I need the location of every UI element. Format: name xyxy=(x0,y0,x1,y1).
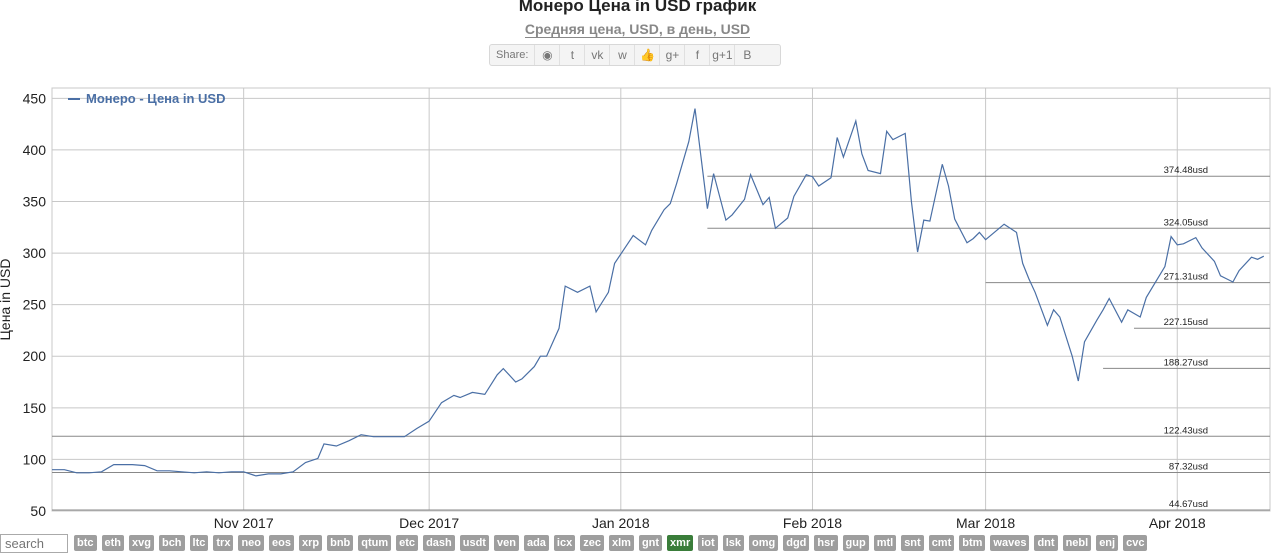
chart-title: Монеро Цена in USD график xyxy=(518,0,757,15)
reference-line-label: 122.43usd xyxy=(1164,425,1208,436)
coin-chip-icx[interactable]: icx xyxy=(553,535,576,551)
like-icon[interactable]: 👍 xyxy=(634,45,659,65)
reference-line-label: 188.27usd xyxy=(1164,357,1208,368)
reference-line-label: 271.31usd xyxy=(1164,272,1208,283)
weibo-icon[interactable]: w xyxy=(609,45,634,65)
plot-area xyxy=(51,87,1271,512)
reference-line-label: 87.32usd xyxy=(1169,461,1208,472)
coin-chip-dgd[interactable]: dgd xyxy=(783,535,810,551)
google-plus-icon[interactable]: g+ xyxy=(659,45,684,65)
x-tick-label: Dec 2017 xyxy=(399,515,459,529)
coin-chip-snt[interactable]: snt xyxy=(901,535,924,551)
coin-chip-ada[interactable]: ada xyxy=(523,535,549,551)
reference-line-label: 374.48usd xyxy=(1164,165,1208,176)
blogger-icon[interactable]: B xyxy=(734,45,759,65)
legend-label[interactable]: Монеро - Цена in USD xyxy=(86,91,225,106)
coin-chip-lsk[interactable]: lsk xyxy=(722,535,744,551)
coin-chip-eth[interactable]: eth xyxy=(101,535,124,551)
coin-chip-xlm[interactable]: xlm xyxy=(608,535,634,551)
coin-chip-mtl[interactable]: mtl xyxy=(873,535,897,551)
y-tick-label: 400 xyxy=(23,142,47,158)
coin-chip-omg[interactable]: omg xyxy=(748,535,779,551)
coin-chip-xvg[interactable]: xvg xyxy=(129,535,154,551)
google-plus-one-icon[interactable]: g+1 xyxy=(709,45,734,65)
reference-line-label: 324.05usd xyxy=(1164,217,1208,228)
x-tick-label: Nov 2017 xyxy=(214,515,274,529)
coin-chip-trx[interactable]: trx xyxy=(213,535,234,551)
y-tick-label: 50 xyxy=(30,503,46,519)
coin-chip-neo[interactable]: neo xyxy=(238,535,264,551)
coin-chip-ven[interactable]: ven xyxy=(493,535,519,551)
subtitle-link[interactable]: Средняя цена, USD, в день, USD xyxy=(524,21,751,38)
coin-chip-dash[interactable]: dash xyxy=(423,535,455,551)
y-tick-label: 150 xyxy=(23,400,47,416)
twitter-icon[interactable]: t xyxy=(559,45,584,65)
y-tick-label: 100 xyxy=(23,451,47,467)
x-tick-label: Mar 2018 xyxy=(956,515,1015,529)
coin-chip-gnt[interactable]: gnt xyxy=(638,535,663,551)
reference-line-label: 44.67usd xyxy=(1169,499,1208,510)
coin-chip-bch[interactable]: bch xyxy=(158,535,185,551)
series-line xyxy=(52,108,1265,477)
coin-chip-nebl[interactable]: nebl xyxy=(1062,535,1092,551)
share-bar: Share: ◉ t vk w 👍 g+ f g+1 B xyxy=(489,44,781,66)
y-tick-label: 200 xyxy=(23,348,47,364)
reddit-icon[interactable]: ◉ xyxy=(534,45,559,65)
chart-subtitle[interactable]: Средняя цена, USD, в день, USD xyxy=(0,21,1275,38)
x-tick-label: Jan 2018 xyxy=(592,515,650,529)
share-label: Share: xyxy=(496,49,529,61)
coin-chip-btm[interactable]: btm xyxy=(959,535,986,551)
y-tick-label: 250 xyxy=(23,297,47,313)
y-axis-label: Цена in USD xyxy=(0,259,13,341)
y-tick-label: 350 xyxy=(23,193,47,209)
coin-chip-cmt[interactable]: cmt xyxy=(928,535,955,551)
coin-chip-hsr[interactable]: hsr xyxy=(814,535,838,551)
y-tick-label: 450 xyxy=(23,90,47,106)
x-tick-label: Feb 2018 xyxy=(783,515,842,529)
coin-chip-bnb[interactable]: bnb xyxy=(327,535,354,551)
coin-chip-eos[interactable]: eos xyxy=(269,535,294,551)
coin-chip-ltc[interactable]: ltc xyxy=(189,535,209,551)
coin-selector-bar: btcethxvgbchltctrxneoeosxrpbnbqtumetcdas… xyxy=(0,533,1275,553)
facebook-icon[interactable]: f xyxy=(684,45,709,65)
coin-search-input[interactable] xyxy=(0,533,68,553)
x-tick-label: Apr 2018 xyxy=(1149,515,1206,529)
coin-chip-xmr[interactable]: xmr xyxy=(667,535,694,551)
coin-chip-usdt[interactable]: usdt xyxy=(459,535,489,551)
coin-chip-zec[interactable]: zec xyxy=(580,535,604,551)
coin-chip-xrp[interactable]: xrp xyxy=(298,535,323,551)
coin-chip-enj[interactable]: enj xyxy=(1096,535,1119,551)
coin-chip-gup[interactable]: gup xyxy=(842,535,869,551)
coin-chip-waves[interactable]: waves xyxy=(990,535,1030,551)
price-chart: 50 100 150 200 250 300 350 400 450 Nov 2017 Dec 20… xyxy=(0,87,1271,529)
coin-chip-iot[interactable]: iot xyxy=(698,535,718,551)
coin-chip-cvc[interactable]: cvc xyxy=(1123,535,1148,551)
reference-line-label: 227.15usd xyxy=(1164,317,1208,328)
coin-chip-btc[interactable]: btc xyxy=(74,535,97,551)
y-tick-label: 300 xyxy=(23,245,47,261)
vk-icon[interactable]: vk xyxy=(584,45,609,65)
coin-chip-etc[interactable]: etc xyxy=(396,535,419,551)
coin-chip-qtum[interactable]: qtum xyxy=(358,535,392,551)
coin-chip-dnt[interactable]: dnt xyxy=(1034,535,1058,551)
